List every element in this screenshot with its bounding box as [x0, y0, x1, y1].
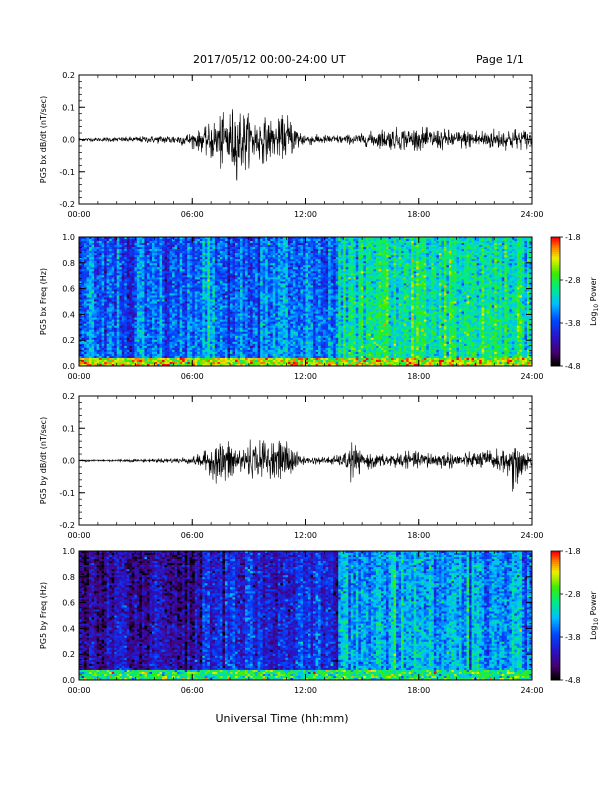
x-tick-label: 24:00 — [520, 372, 543, 381]
y-axis-label: PG5 by Freq (Hz) — [39, 582, 48, 649]
colorbar-tick-label: -4.8 — [565, 362, 581, 371]
colorbar-tick-label: -3.8 — [565, 633, 581, 642]
x-tick-label: 06:00 — [181, 372, 204, 381]
spectrogram-cells — [79, 237, 532, 366]
colorbar: -1.8 -2.8 -3.8 -4.8 Log10 Power — [551, 233, 600, 371]
x-tick-label: 06:00 — [181, 210, 204, 219]
y-tick-label: 0.6 — [62, 285, 75, 294]
y-tick-label: 0.1 — [62, 424, 75, 433]
y-axis-label: PG5 by dB/dt (nT/sec) — [39, 417, 48, 504]
spectrogram-cells — [79, 551, 532, 680]
x-tick-label: 00:00 — [67, 372, 90, 381]
x-tick-label: 00:00 — [67, 210, 90, 219]
y-tick-label: 0.0 — [62, 362, 75, 371]
x-tick-label: 18:00 — [407, 210, 430, 219]
by-spectrogram-panel: -1.8 -2.8 -3.8 -4.8 Log10 Power 00:00 06:00 12:… — [39, 547, 600, 695]
x-tick-label: 18:00 — [407, 372, 430, 381]
y-tick-label: 0.8 — [62, 259, 75, 268]
y-tick-label: 1.0 — [62, 233, 75, 242]
colorbar: -1.8 -2.8 -3.8 -4.8 Log10 Power — [551, 547, 600, 685]
bx-dbdt-panel: 00:00 06:00 12:00 18:00 24:00 0.2 0.1 0.0 -0.1 -0… — [39, 71, 544, 219]
colorbar-tick-label: -1.8 — [565, 233, 581, 242]
y-tick-label: 0.2 — [62, 392, 75, 401]
y-tick-label: 0.8 — [62, 573, 75, 582]
y-tick-label: 0.0 — [62, 676, 75, 685]
y-tick-label: -0.1 — [59, 168, 75, 177]
y-tick-label: 0.1 — [62, 103, 75, 112]
x-tick-label: 12:00 — [294, 686, 317, 695]
y-tick-label: 0.2 — [62, 650, 75, 659]
x-tick-label: 06:00 — [181, 531, 204, 540]
y-tick-label: -0.1 — [59, 489, 75, 498]
y-tick-label: 0.2 — [62, 71, 75, 80]
x-tick-label: 12:00 — [294, 372, 317, 381]
x-tick-label: 24:00 — [520, 531, 543, 540]
y-tick-label: 1.0 — [62, 547, 75, 556]
universal-time-axis-label: Universal Time (hh:mm) — [216, 712, 349, 725]
y-tick-label: 0.0 — [62, 457, 75, 466]
x-tick-label: 12:00 — [294, 531, 317, 540]
y-tick-label: -0.2 — [59, 200, 75, 209]
x-tick-label: 06:00 — [181, 686, 204, 695]
x-tick-label: 00:00 — [67, 531, 90, 540]
dbdt-trace — [79, 109, 532, 180]
x-tick-label: 00:00 — [67, 686, 90, 695]
colorbar-tick-label: -4.8 — [565, 676, 581, 685]
y-tick-label: 0.4 — [62, 624, 75, 633]
colorbar-tick-label: -2.8 — [565, 276, 581, 285]
colorbar-label: Log10 Power — [589, 590, 600, 639]
x-tick-label: 24:00 — [520, 686, 543, 695]
y-tick-label: 0.0 — [62, 136, 75, 145]
y-tick-label: 0.2 — [62, 336, 75, 345]
y-tick-label: 0.6 — [62, 599, 75, 608]
bx-spectrogram-panel: -1.8 -2.8 -3.8 -4.8 Log10 Power 00:00 06:00 12:… — [39, 233, 600, 381]
y-tick-label: 0.4 — [62, 310, 75, 319]
x-tick-label: 12:00 — [294, 210, 317, 219]
colorbar-label: Log10 Power — [589, 276, 600, 325]
x-tick-label: 18:00 — [407, 686, 430, 695]
y-axis-label: PG5 bx dB/dt (nT/sec) — [39, 96, 48, 183]
y-tick-label: -0.2 — [59, 521, 75, 530]
y-axis-label: PG5 bx Freq (Hz) — [39, 268, 48, 335]
colorbar-tick-label: -1.8 — [565, 547, 581, 556]
dbdt-trace — [79, 440, 532, 492]
colorbar-tick-label: -2.8 — [565, 590, 581, 599]
by-dbdt-panel: 00:00 06:00 12:00 18:00 24:00 0.2 0.1 0.0 -0.1 -0… — [39, 392, 544, 540]
x-tick-label: 24:00 — [520, 210, 543, 219]
colorbar-tick-label: -3.8 — [565, 319, 581, 328]
x-tick-label: 18:00 — [407, 531, 430, 540]
